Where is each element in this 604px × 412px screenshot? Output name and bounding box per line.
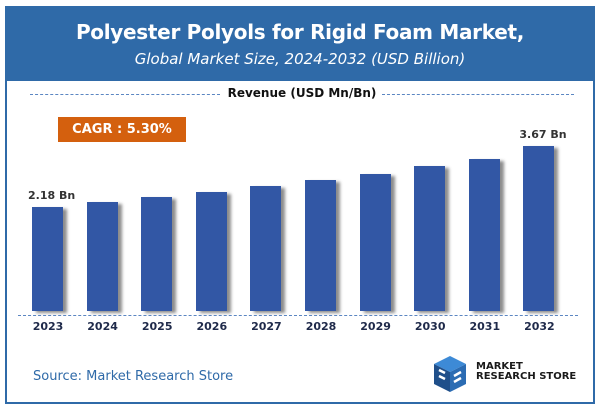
- bar-2024: [86, 202, 118, 311]
- bar-2030: [414, 166, 446, 311]
- legend-divider-right: [382, 94, 574, 95]
- x-tick-2029: 2029: [360, 320, 391, 333]
- market-research-store-logo: MARKET RESEARCH STORE: [430, 354, 590, 396]
- x-tick-2024: 2024: [87, 320, 118, 333]
- x-tick-2032: 2032: [524, 320, 555, 333]
- bar-2032: [523, 146, 555, 311]
- bar-2023: [32, 207, 63, 311]
- bar-2026: [195, 191, 227, 311]
- legend-label: Revenue (USD Mn/Bn): [227, 86, 377, 100]
- x-tick-2025: 2025: [141, 320, 173, 333]
- data-label-2032: 3.67 Bn: [519, 128, 567, 141]
- chart-subtitle: Global Market Size, 2024-2032 (USD Billi…: [134, 50, 466, 68]
- x-tick-2023: 2023: [32, 320, 64, 333]
- cagr-badge: CAGR : 5.30%: [58, 117, 186, 142]
- x-tick-2028: 2028: [305, 320, 337, 333]
- bar-2029: [359, 173, 391, 311]
- logo-line-2: RESEARCH STORE: [476, 371, 577, 382]
- bar-2027: [250, 185, 282, 311]
- chart-title: Polyester Polyols for Rigid Foam Market,: [75, 20, 525, 44]
- x-tick-2031: 2031: [469, 320, 501, 333]
- data-label-2023: 2.18 Bn: [28, 189, 76, 202]
- logo-line-1: MARKET: [476, 361, 523, 372]
- x-axis-line: [18, 315, 578, 316]
- bar-2031: [468, 159, 500, 311]
- x-tick-2027: 2027: [251, 320, 282, 333]
- legend-divider-left: [30, 94, 220, 95]
- bar-2025: [141, 197, 173, 311]
- logo-text: MARKET RESEARCH STORE: [476, 362, 576, 382]
- x-tick-2030: 2030: [414, 320, 446, 333]
- chart-header: Polyester Polyols for Rigid Foam Market,…: [5, 6, 595, 81]
- x-tick-2026: 2026: [196, 320, 228, 333]
- logo-cube-icon: [434, 356, 466, 392]
- bar-2028: [305, 179, 336, 311]
- source-text: Source: Market Research Store: [33, 369, 234, 384]
